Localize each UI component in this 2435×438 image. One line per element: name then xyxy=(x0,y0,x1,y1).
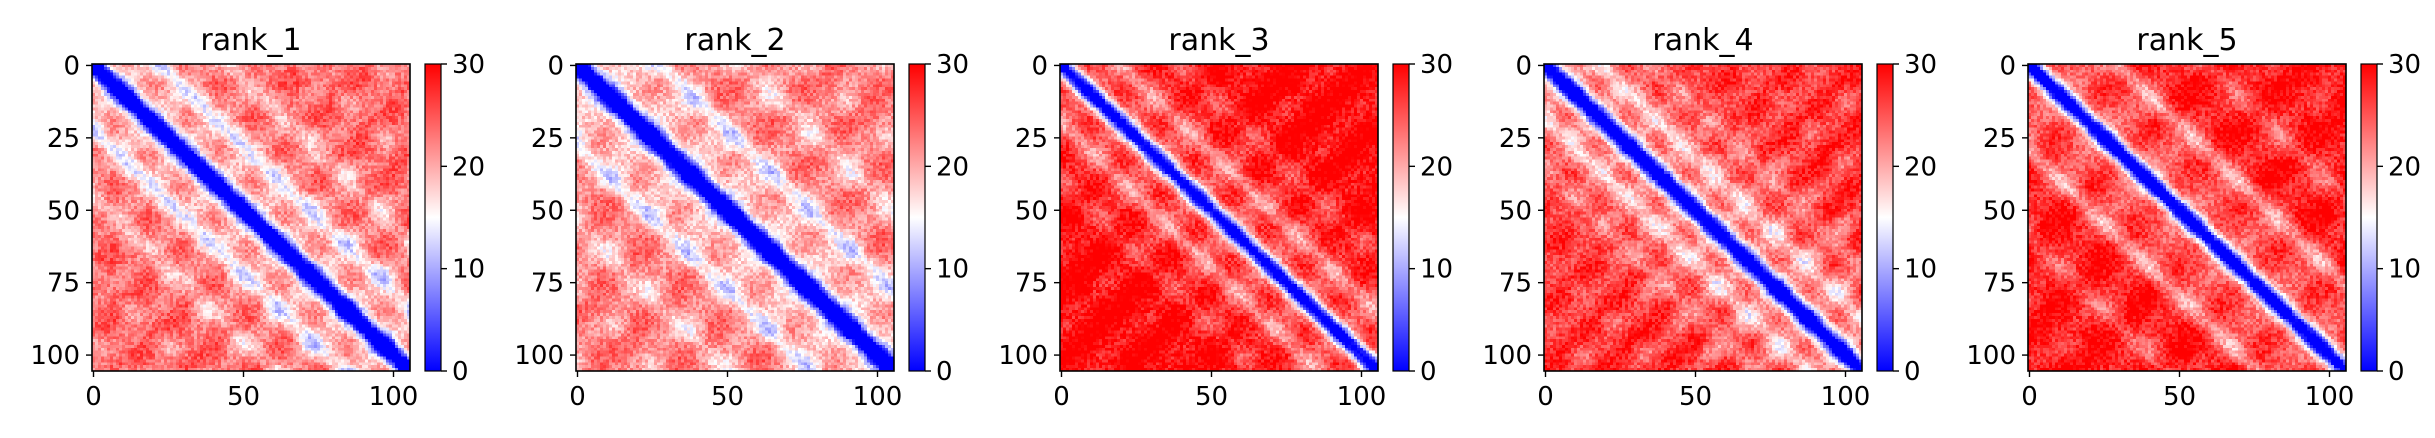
y-tick-label: 50 xyxy=(1015,196,1048,226)
colorbar-tick-label: 10 xyxy=(936,255,969,285)
colorbar-tick-label: 30 xyxy=(2388,50,2421,80)
y-tick-label: 25 xyxy=(1015,124,1048,154)
y-tick-label: 0 xyxy=(1515,51,1532,81)
y-tick-label: 100 xyxy=(1966,341,2016,371)
x-tick-label: 50 xyxy=(1195,382,1228,412)
chart-title: rank_2 xyxy=(684,23,785,58)
x-tick-label: 100 xyxy=(2305,382,2355,412)
chart-title: rank_3 xyxy=(1168,23,1269,58)
y-tick-label: 50 xyxy=(531,196,564,226)
x-tick-label: 0 xyxy=(1537,382,1554,412)
y-tick-label: 25 xyxy=(531,124,564,154)
colorbar-tick-label: 30 xyxy=(1420,50,1453,80)
colorbar-tick-label: 0 xyxy=(2388,357,2405,387)
x-tick-label: 50 xyxy=(227,382,260,412)
y-tick-label: 75 xyxy=(1499,269,1532,299)
heatmap-cells xyxy=(92,64,411,372)
colorbar-tick-label: 0 xyxy=(936,357,953,387)
colorbar-tick-label: 0 xyxy=(1904,357,1921,387)
colorbar-tick-label: 0 xyxy=(452,357,469,387)
y-tick-label: 75 xyxy=(531,269,564,299)
y-tick-label: 0 xyxy=(63,51,80,81)
y-tick-label: 50 xyxy=(47,196,80,226)
chart-title: rank_5 xyxy=(2136,23,2237,58)
colorbar-tick-label: 20 xyxy=(452,152,485,182)
colorbar-tick-label: 0 xyxy=(1420,357,1437,387)
colorbar-tick-label: 30 xyxy=(1904,50,1937,80)
x-tick-label: 0 xyxy=(2021,382,2038,412)
x-tick-label: 0 xyxy=(569,382,586,412)
colorbar-tick-label: 20 xyxy=(2388,152,2421,182)
y-tick-label: 75 xyxy=(1015,269,1048,299)
colorbar-tick-label: 10 xyxy=(1420,255,1453,285)
colorbar xyxy=(1393,64,1409,371)
y-tick-label: 50 xyxy=(1499,196,1532,226)
x-tick-label: 100 xyxy=(1337,382,1387,412)
y-tick-label: 0 xyxy=(547,51,564,81)
y-tick-label: 100 xyxy=(998,341,1048,371)
x-tick-label: 100 xyxy=(853,382,903,412)
y-tick-label: 75 xyxy=(1983,269,2016,299)
heatmap-cells xyxy=(2028,64,2347,372)
y-tick-label: 100 xyxy=(30,341,80,371)
heatmap-cells xyxy=(1060,64,1379,372)
y-tick-label: 0 xyxy=(1999,51,2016,81)
heatmap-cells xyxy=(576,64,895,372)
x-tick-label: 100 xyxy=(1821,382,1871,412)
colorbar xyxy=(1877,64,1893,371)
colorbar xyxy=(2361,64,2377,371)
y-tick-label: 25 xyxy=(1983,124,2016,154)
colorbar xyxy=(909,64,925,371)
y-tick-label: 0 xyxy=(1031,51,1048,81)
chart-title: rank_4 xyxy=(1652,23,1753,58)
x-tick-label: 50 xyxy=(1679,382,1712,412)
x-tick-label: 0 xyxy=(1053,382,1070,412)
y-tick-label: 100 xyxy=(1482,341,1532,371)
colorbar-tick-label: 20 xyxy=(1904,152,1937,182)
x-tick-label: 50 xyxy=(2163,382,2196,412)
y-tick-label: 50 xyxy=(1983,196,2016,226)
colorbar-tick-label: 10 xyxy=(2388,255,2421,285)
colorbar-tick-label: 30 xyxy=(452,50,485,80)
x-tick-label: 100 xyxy=(369,382,419,412)
y-tick-label: 75 xyxy=(47,269,80,299)
x-tick-label: 0 xyxy=(85,382,102,412)
y-tick-label: 25 xyxy=(1499,124,1532,154)
colorbar-tick-label: 20 xyxy=(1420,152,1453,182)
colorbar-tick-label: 10 xyxy=(452,255,485,285)
y-tick-label: 25 xyxy=(47,124,80,154)
colorbar-tick-label: 30 xyxy=(936,50,969,80)
colorbar xyxy=(425,64,441,371)
heatmap-cells xyxy=(1544,64,1863,372)
chart-title: rank_1 xyxy=(200,23,301,58)
colorbar-tick-label: 20 xyxy=(936,152,969,182)
x-tick-label: 50 xyxy=(711,382,744,412)
y-tick-label: 100 xyxy=(514,341,564,371)
colorbar-tick-label: 10 xyxy=(1904,255,1937,285)
